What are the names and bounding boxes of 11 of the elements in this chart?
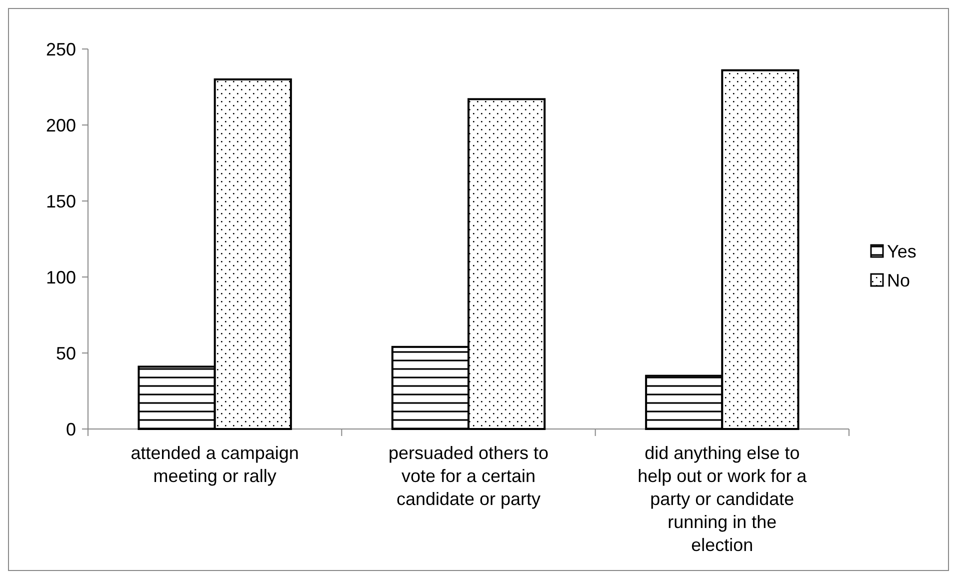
y-tick-label: 50 bbox=[56, 343, 76, 364]
y-tick-label: 0 bbox=[66, 419, 76, 440]
legend-label: No bbox=[887, 270, 910, 290]
y-tick-label: 150 bbox=[46, 191, 76, 212]
x-tick-label: attended a campaign meeting or rally bbox=[130, 443, 299, 486]
legend-label: Yes bbox=[887, 241, 916, 262]
y-tick-label: 100 bbox=[46, 267, 76, 288]
x-tick-label: did anything else to help out or work for a party or candidate running in the election bbox=[638, 443, 808, 555]
x-tick-label: persuaded others to vote for a certain candidate or party bbox=[388, 443, 549, 509]
y-tick-label: 250 bbox=[46, 39, 76, 60]
y-tick-label: 200 bbox=[46, 115, 76, 136]
